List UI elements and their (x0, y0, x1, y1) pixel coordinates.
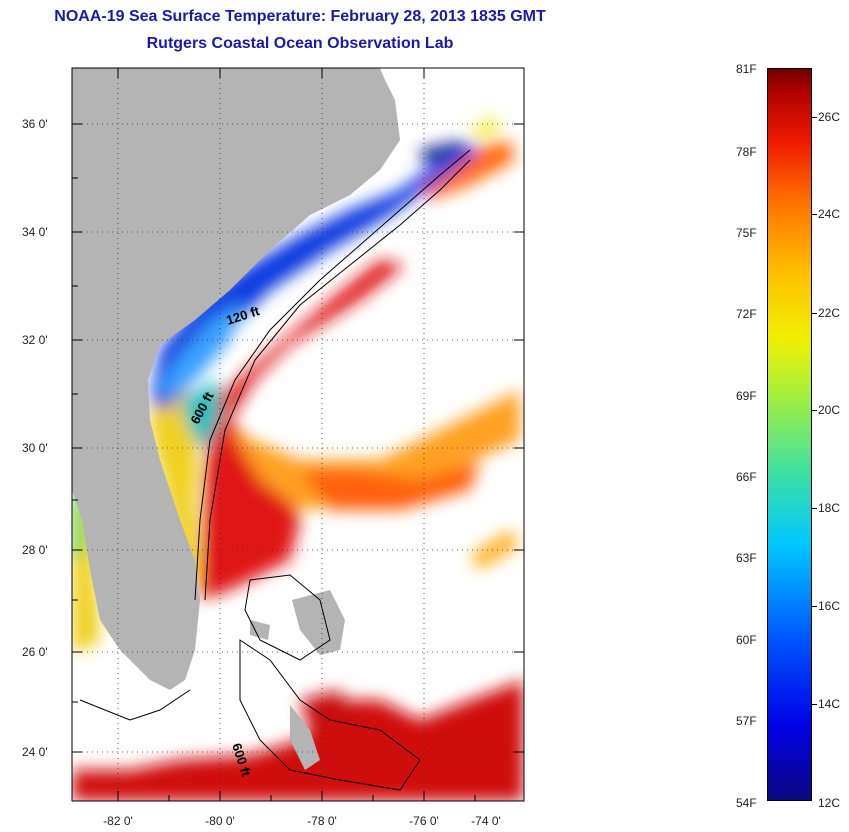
lon-label: -80 0' (205, 814, 235, 828)
colorbar-label-c: 16C (818, 599, 841, 613)
colorbar-label-c: 14C (818, 697, 841, 711)
colorbar-label-c: 20C (818, 403, 841, 417)
colorbar-label-f: 63F (736, 551, 757, 565)
colorbar-label-f: 81F (736, 62, 757, 76)
colorbar-label-f: 72F (736, 307, 757, 321)
colorbar-label-f: 66F (736, 470, 757, 484)
temperature-colorbar (767, 68, 812, 801)
colorbar-label-f: 78F (736, 145, 757, 159)
graticule (72, 68, 524, 801)
colorbar-label-c: 18C (818, 501, 841, 515)
chart-title: NOAA-19 Sea Surface Temperature: Februar… (54, 8, 546, 25)
lat-label: 32 0' (22, 333, 48, 347)
colorbar-label-f: 75F (736, 226, 757, 240)
lat-label: 28 0' (22, 543, 48, 557)
landmass (72, 68, 400, 770)
lon-label: -82 0' (103, 814, 133, 828)
axis-ticks (72, 68, 524, 801)
depth-contours (79, 149, 471, 791)
chart-subtitle: Rutgers Coastal Ocean Observation Lab (146, 35, 454, 52)
colorbar-label-c: 26C (818, 110, 841, 124)
lon-label: -76 0' (409, 814, 439, 828)
lat-label: 30 0' (22, 441, 48, 455)
lat-label: 24 0' (22, 745, 48, 759)
colorbar-label-f: 54F (736, 796, 757, 810)
lon-label: -78 0' (307, 814, 337, 828)
sst-field (72, 115, 524, 801)
colorbar-label-f: 69F (736, 389, 757, 403)
colorbar-label-c: 22C (818, 306, 841, 320)
colorbar-label-f: 57F (736, 714, 757, 728)
lat-label: 34 0' (22, 225, 48, 239)
colorbar-label-c: 24C (818, 207, 841, 221)
lon-label: -74 0' (471, 814, 501, 828)
colorbar-label-c: 12C (818, 796, 841, 810)
lat-label: 26 0' (22, 645, 48, 659)
map-frame (71, 67, 525, 802)
colorbar-label-f: 60F (736, 633, 757, 647)
lat-label: 36 0' (22, 117, 48, 131)
